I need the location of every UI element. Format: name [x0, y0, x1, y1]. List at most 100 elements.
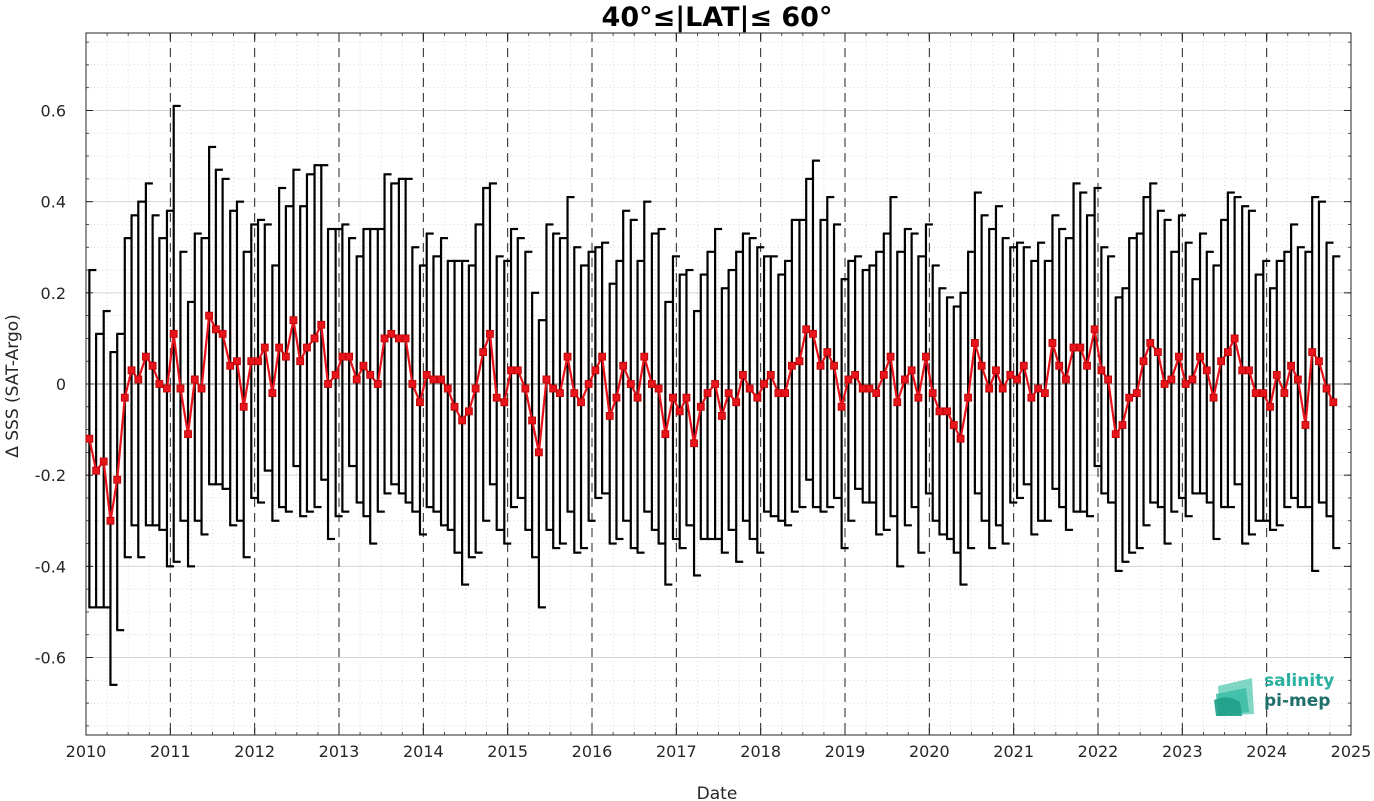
data-point-marker — [458, 416, 467, 425]
data-point-marker — [970, 339, 979, 347]
data-point-marker — [598, 352, 607, 361]
data-point-marker — [401, 334, 410, 343]
data-point-marker — [724, 389, 733, 398]
data-point-marker — [584, 380, 593, 388]
data-point-marker — [1019, 361, 1028, 370]
data-point-marker — [1209, 393, 1218, 402]
data-point-marker — [787, 361, 796, 370]
data-point-marker — [1196, 352, 1204, 361]
data-point-marker — [394, 334, 403, 343]
data-point-marker — [612, 393, 621, 402]
data-point-marker — [1230, 334, 1239, 343]
data-point-marker — [949, 421, 958, 429]
data-point-marker — [1076, 343, 1085, 352]
data-point-marker — [1132, 389, 1141, 398]
data-point-marker — [1287, 361, 1296, 370]
data-point-marker — [352, 375, 361, 384]
data-point-marker — [359, 361, 368, 370]
data-point-marker — [865, 384, 874, 393]
data-point-marker — [500, 398, 509, 407]
data-point-marker — [661, 430, 670, 439]
x-tick-label: 2022 — [1078, 742, 1119, 761]
data-point-marker — [1118, 421, 1127, 429]
data-point-marker — [802, 325, 811, 334]
data-point-marker — [703, 389, 712, 398]
data-point-marker — [134, 375, 143, 384]
data-point-marker — [690, 439, 698, 448]
data-point-marker — [1160, 380, 1169, 388]
data-point-marker — [1238, 366, 1247, 375]
data-point-marker — [163, 384, 171, 393]
series-markers — [85, 311, 1338, 525]
data-point-marker — [647, 380, 656, 388]
data-point-marker — [1308, 348, 1317, 356]
x-tick-label: 2014 — [403, 742, 444, 761]
data-point-marker — [92, 466, 101, 475]
data-point-marker — [1027, 393, 1036, 402]
data-point-marker — [345, 352, 354, 361]
data-point-marker — [1083, 361, 1091, 370]
x-tick-label: 2010 — [66, 742, 107, 761]
y-tick-label: -0.6 — [35, 649, 66, 668]
data-point-marker — [1329, 398, 1338, 407]
x-tick-label: 2015 — [487, 742, 528, 761]
x-tick-label: 2013 — [319, 742, 360, 761]
logo-line1: salinity — [1264, 671, 1334, 691]
y-tick-label: 0 — [56, 375, 66, 394]
data-point-marker — [492, 393, 501, 402]
data-point-marker — [760, 380, 768, 388]
data-point-marker — [471, 384, 480, 393]
data-point-marker — [366, 370, 375, 379]
x-tick-label: 2021 — [993, 742, 1034, 761]
data-point-marker — [324, 380, 332, 388]
data-point-marker — [268, 389, 277, 398]
data-point-marker — [1090, 325, 1099, 334]
data-point-marker — [120, 393, 129, 402]
data-point-marker — [211, 325, 220, 334]
data-point-marker — [437, 375, 445, 384]
data-point-marker — [176, 384, 185, 393]
data-point-marker — [303, 343, 311, 352]
data-point-marker — [113, 475, 122, 484]
data-point-marker — [1111, 430, 1120, 439]
data-point-marker — [169, 329, 178, 338]
data-point-marker — [1062, 375, 1070, 384]
data-point-marker — [260, 343, 269, 352]
data-point-marker — [619, 361, 628, 370]
data-point-marker — [184, 430, 192, 439]
data-point-marker — [373, 380, 382, 388]
data-point-marker — [85, 434, 94, 443]
data-point-marker — [534, 448, 543, 457]
data-point-marker — [879, 370, 888, 379]
data-point-marker — [1069, 343, 1078, 352]
data-point-marker — [745, 384, 754, 393]
data-point-marker — [127, 366, 136, 375]
data-point-marker — [1034, 384, 1043, 393]
data-point-marker — [1251, 389, 1260, 398]
data-point-marker — [570, 389, 579, 398]
data-point-marker — [99, 457, 108, 466]
data-point-marker — [985, 384, 994, 393]
y-tick-label: -0.2 — [35, 466, 66, 485]
data-point-marker — [928, 389, 937, 398]
data-point-marker — [1322, 384, 1331, 393]
data-point-marker — [1013, 375, 1021, 384]
data-point-marker — [893, 398, 902, 407]
data-point-marker — [739, 370, 747, 379]
data-point-marker — [1293, 375, 1302, 384]
data-point-marker — [858, 384, 867, 393]
data-point-marker — [816, 361, 825, 370]
data-point-marker — [422, 370, 431, 379]
data-point-marker — [141, 352, 150, 361]
data-point-marker — [296, 357, 305, 366]
series-line — [88, 311, 1335, 521]
data-point-marker — [148, 361, 157, 370]
data-point-marker — [781, 389, 790, 398]
data-point-marker — [935, 407, 944, 416]
data-point-marker — [696, 402, 705, 411]
data-point-marker — [1048, 339, 1057, 347]
data-point-marker — [809, 329, 817, 338]
data-point-marker — [190, 375, 199, 384]
x-tick-label: 2016 — [572, 742, 613, 761]
